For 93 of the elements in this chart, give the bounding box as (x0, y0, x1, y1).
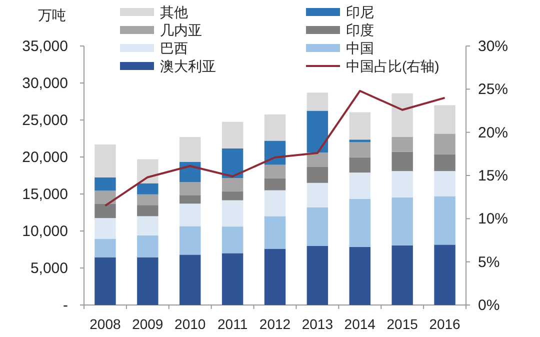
bar (349, 142, 370, 158)
bar (94, 204, 116, 218)
bar (137, 216, 158, 236)
bar (392, 137, 413, 152)
legend-label: 印尼 (346, 4, 374, 20)
y2-tick-label: 30% (478, 38, 508, 55)
bar (434, 134, 456, 154)
x-tick-label: 2008 (90, 316, 121, 332)
x-tick-label: 2012 (259, 316, 291, 332)
bar (349, 140, 370, 142)
y2-tick-label: 10% (478, 210, 508, 228)
y-axis-title: 万吨 (38, 7, 66, 23)
bar (306, 246, 328, 305)
bar (392, 197, 413, 246)
y-tick-label: - (63, 297, 68, 314)
x-tick-label: 2015 (386, 316, 418, 332)
bar (264, 216, 286, 249)
bar (222, 226, 244, 254)
bar (306, 166, 328, 183)
bar (94, 238, 116, 258)
y-tick-label: 20,000 (22, 149, 68, 166)
legend-label: 其他 (160, 4, 188, 20)
y2-tick-label: 0% (478, 297, 500, 314)
y2-tick-label: 20% (478, 124, 508, 142)
bar (222, 148, 244, 178)
bar (137, 159, 158, 184)
x-tick-label: 2013 (302, 316, 334, 332)
bar (264, 178, 286, 190)
y-tick-label: 35,000 (22, 38, 68, 55)
bar (222, 178, 244, 192)
legend-label: 几内亚 (160, 22, 202, 38)
bar (180, 137, 201, 162)
bar (434, 171, 456, 196)
y-tick-label: 15,000 (22, 186, 68, 203)
bar (137, 235, 158, 258)
bar (180, 254, 201, 305)
x-tick-label: 2010 (174, 316, 206, 332)
bar (349, 172, 370, 199)
bar (264, 114, 286, 141)
y2-tick-label: 5% (478, 254, 500, 271)
bar (392, 152, 413, 172)
bar (392, 171, 413, 198)
bar (349, 198, 370, 247)
bar (349, 112, 370, 140)
bar (306, 92, 328, 111)
bar (222, 191, 244, 200)
bar (180, 182, 201, 196)
bar (434, 196, 456, 245)
bar (264, 248, 286, 305)
legend-label: 澳大利亚 (160, 58, 216, 74)
bar (306, 182, 328, 208)
bar (137, 194, 158, 206)
bar (94, 144, 116, 178)
legend-label: 中国 (346, 40, 374, 56)
bar (349, 246, 370, 305)
bar (264, 140, 286, 165)
y-tick-label: 5,000 (30, 260, 68, 277)
bar (94, 177, 116, 191)
bar (94, 218, 116, 239)
legend-label: 印度 (346, 22, 374, 38)
bar (306, 152, 328, 167)
y-tick-label: 10,000 (22, 223, 68, 240)
bar (434, 154, 456, 172)
legend-label: 中国占比(右轴) (346, 58, 440, 74)
bar (222, 122, 244, 148)
bar (434, 244, 456, 305)
bar (306, 207, 328, 246)
y-tick-label: 30,000 (22, 75, 68, 92)
bar (264, 164, 286, 178)
y2-tick-label: 25% (478, 81, 508, 98)
y-tick-label: 25,000 (22, 112, 68, 129)
x-tick-label: 2009 (132, 316, 164, 332)
bar (137, 205, 158, 216)
x-tick-label: 2011 (218, 316, 248, 332)
x-tick-label: 2014 (344, 316, 376, 332)
bar (264, 190, 286, 216)
bar (392, 93, 413, 138)
legend-label: 巴西 (160, 40, 188, 56)
bar (137, 257, 158, 305)
y2-tick-label: 15% (478, 168, 508, 184)
bar (137, 183, 158, 194)
bar (392, 245, 413, 305)
bar (222, 253, 244, 305)
bar (349, 157, 370, 173)
bar (180, 204, 201, 226)
bar (306, 110, 328, 153)
bar (180, 195, 201, 204)
bar (222, 200, 244, 227)
bar (434, 105, 456, 134)
bar (94, 190, 116, 204)
x-tick-label: 2016 (429, 316, 461, 332)
bar (94, 257, 116, 305)
bar (180, 226, 201, 255)
